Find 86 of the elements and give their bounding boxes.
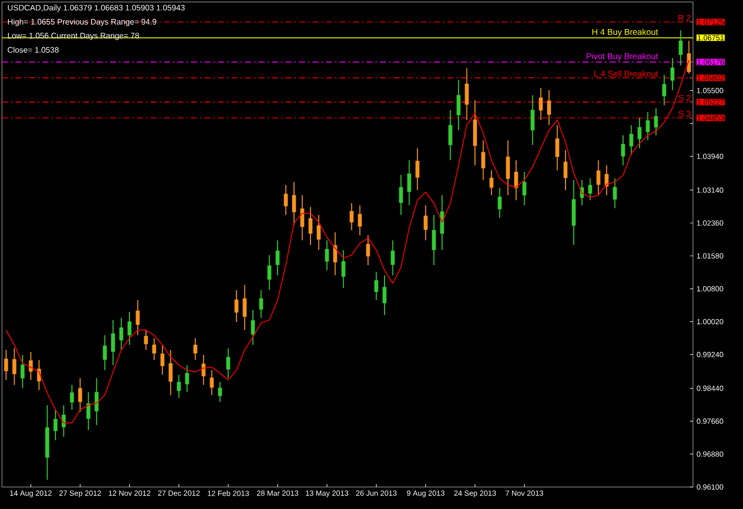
candlestick — [415, 148, 420, 191]
candlestick — [514, 160, 518, 201]
candlestick — [234, 290, 238, 323]
candlestick — [267, 254, 272, 291]
candlestick — [242, 284, 247, 331]
candlestick — [629, 124, 634, 156]
candlestick — [490, 170, 494, 196]
candlestick — [662, 74, 666, 106]
candlestick — [226, 348, 230, 379]
candlestick — [432, 214, 436, 266]
candlestick — [324, 240, 329, 271]
candlestick — [530, 94, 535, 146]
candlestick — [136, 300, 140, 336]
candlestick — [202, 354, 206, 386]
candlestick — [424, 204, 428, 241]
candlestick — [119, 317, 124, 350]
candlestick — [407, 160, 412, 206]
candlestick — [276, 240, 280, 276]
candlestick — [12, 348, 16, 386]
candlestick — [588, 178, 592, 201]
candlestick — [382, 274, 386, 316]
candlestick — [440, 194, 444, 250]
candlestick — [94, 378, 99, 426]
ref-line-label: S 2 — [678, 94, 691, 101]
candlestick — [646, 112, 650, 141]
candlestick — [456, 80, 461, 131]
candlestick — [4, 349, 8, 380]
candlestick — [316, 214, 321, 250]
candlestick — [596, 160, 600, 196]
candlestick — [678, 30, 683, 66]
ref-line-label: H 4 Buy Breakout — [592, 28, 658, 37]
candlestick — [448, 109, 452, 161]
candlestick — [604, 164, 609, 196]
candlestick — [160, 344, 164, 376]
candlestick — [54, 409, 58, 441]
candlestick — [111, 319, 116, 366]
candlestick — [464, 68, 469, 121]
candlestick — [555, 124, 560, 171]
ref-line-label: R 2 — [678, 14, 691, 21]
candlestick — [564, 150, 568, 191]
ref-line-label: S 3 — [678, 110, 691, 117]
candlestick — [341, 249, 346, 288]
candlestick — [522, 171, 526, 206]
candlestick — [210, 370, 214, 396]
candlestick — [374, 271, 378, 301]
candlestick — [185, 364, 190, 393]
candlestick — [20, 354, 25, 388]
candlestick — [390, 240, 395, 276]
candlestick — [28, 352, 33, 380]
candlestick — [358, 204, 362, 236]
candlestick — [86, 392, 90, 431]
candlestick — [654, 108, 658, 136]
candlestick — [218, 381, 222, 402]
candlestick — [292, 182, 296, 226]
candlestick — [259, 290, 264, 318]
candlestick — [506, 140, 510, 196]
candlestick — [144, 330, 148, 350]
candlestick — [686, 40, 691, 74]
candlestick — [538, 88, 543, 121]
candlestick — [250, 309, 255, 346]
candlestick — [176, 374, 181, 399]
candlestick — [168, 349, 173, 396]
candlestick — [350, 202, 354, 231]
candlestick — [37, 360, 41, 390]
candlestick — [333, 232, 338, 276]
candlestick — [102, 334, 107, 371]
candlestick — [621, 134, 626, 166]
candlestick — [152, 338, 156, 361]
candlestick — [78, 378, 82, 412]
candlestick — [193, 338, 198, 361]
candlestick — [638, 117, 642, 149]
candlestick — [547, 90, 552, 126]
candlestick — [284, 184, 288, 216]
candlestick — [70, 384, 74, 410]
candlestick — [300, 194, 304, 241]
candlestick — [399, 174, 403, 216]
candlestick — [62, 404, 66, 438]
candlestick — [481, 140, 486, 180]
candlestick — [366, 234, 370, 266]
candlestick — [308, 206, 312, 246]
candlestick — [670, 58, 674, 91]
ref-line-label: L 4 Sell Breakout — [594, 70, 658, 77]
ref-line-label: Pivot Buy Breakout — [586, 52, 658, 61]
candlestick — [498, 187, 502, 218]
candlestick — [612, 178, 617, 209]
candlestick — [128, 311, 132, 346]
